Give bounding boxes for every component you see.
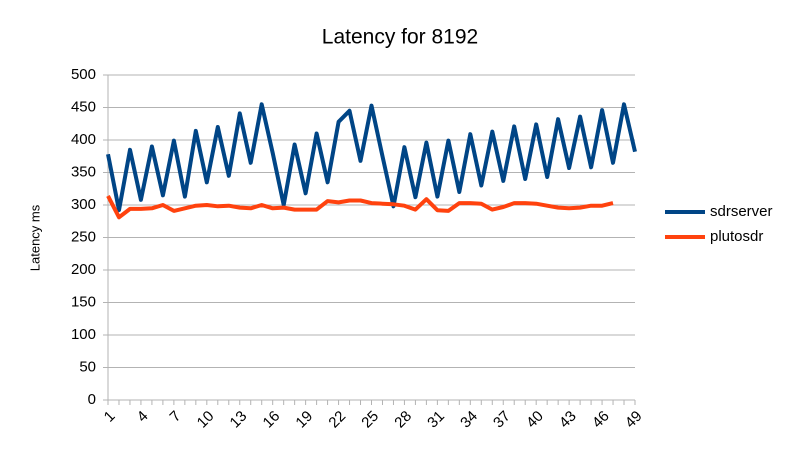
y-tick-label: 0: [88, 391, 96, 408]
legend-label: sdrserver: [710, 203, 773, 220]
y-tick-label: 350: [71, 163, 96, 180]
y-tick-label: 450: [71, 98, 96, 115]
y-tick-label: 300: [71, 196, 96, 213]
y-tick-label: 400: [71, 131, 96, 148]
y-tick-label: 150: [71, 293, 96, 310]
y-tick-label: 50: [79, 358, 96, 375]
y-axis-label: Latency ms: [27, 204, 42, 271]
series-line: [106, 102, 637, 213]
y-tick-label: 500: [71, 66, 96, 83]
legend-label: plutosdr: [710, 228, 763, 245]
y-tick-label: 200: [71, 261, 96, 278]
y-tick-label: 100: [71, 326, 96, 343]
series-line: [106, 194, 614, 220]
y-tick-label: 250: [71, 228, 96, 245]
chart-title: Latency for 8192: [322, 26, 478, 49]
